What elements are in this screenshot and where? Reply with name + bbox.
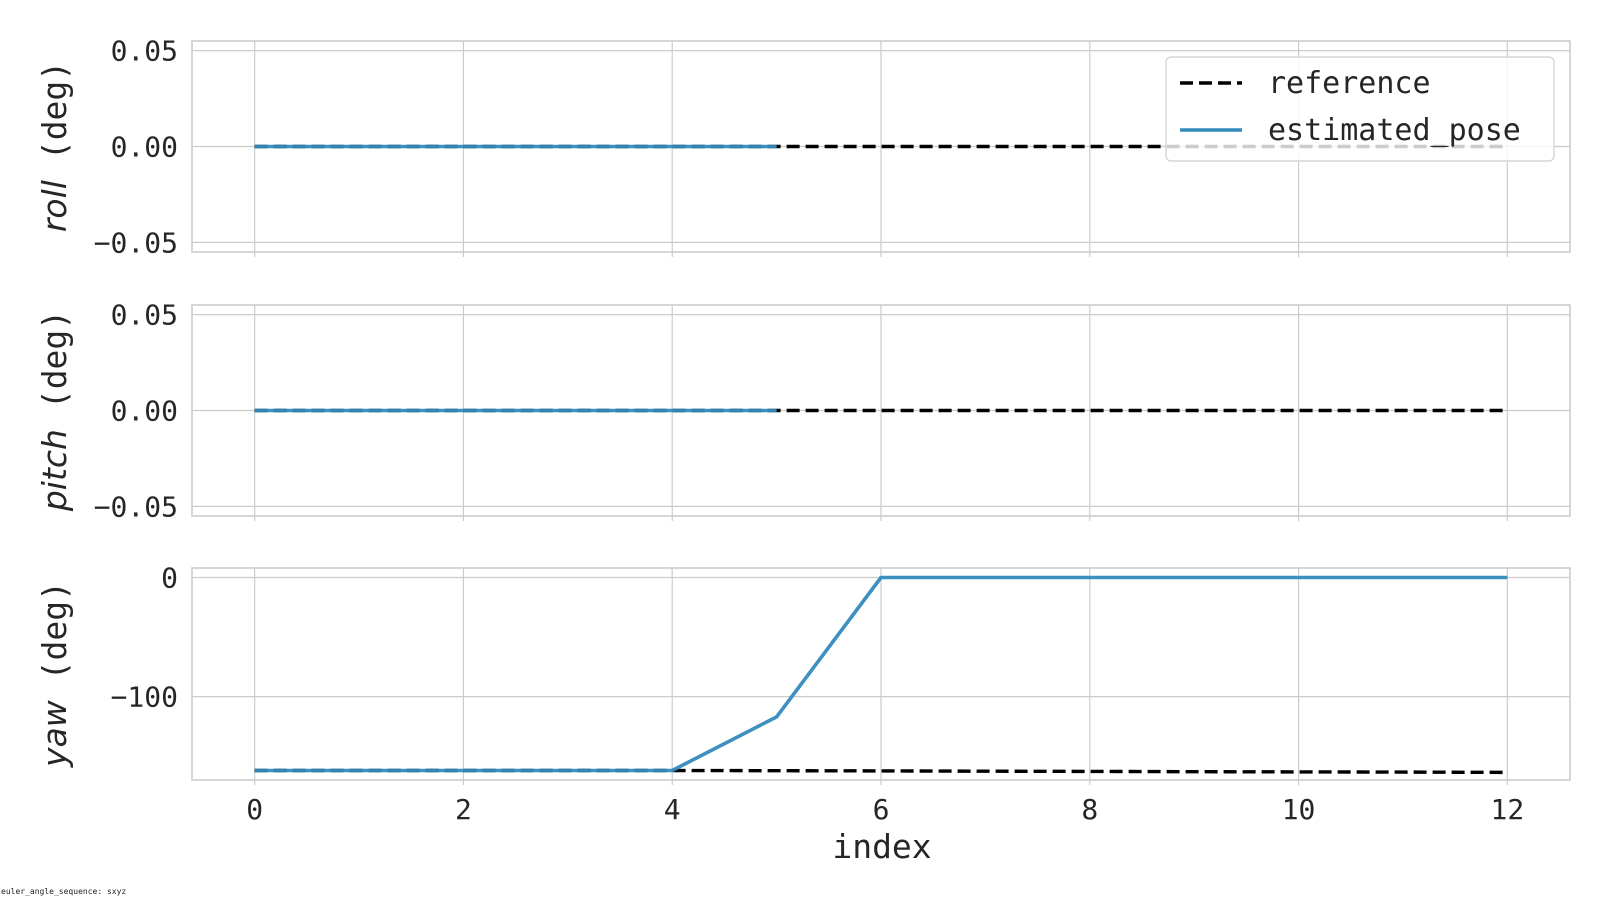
y-tick-label: 0.05: [111, 299, 178, 332]
y-axis-unit: (deg): [35, 61, 74, 180]
legend-label-estimated-pose: estimated_pose: [1268, 113, 1521, 148]
legend: reference estimated_pose: [1165, 56, 1555, 162]
x-tick-label: 2: [455, 793, 472, 826]
y-axis-name: yaw: [35, 699, 74, 768]
footer-note: euler_angle_sequence: sxyz: [1, 887, 127, 896]
x-tick-label: 4: [664, 793, 681, 826]
y-tick-label: −0.05: [94, 226, 178, 259]
x-axis-label: index: [832, 827, 931, 866]
subplot-yaw: 0 2 4 6 8 10 12 0 −100 yaw (deg): [35, 562, 1571, 826]
y-tick-label: −100: [111, 681, 178, 714]
y-axis-label: yaw (deg): [35, 581, 74, 768]
y-axis-name: pitch: [35, 429, 74, 512]
x-tick-label: 0: [246, 793, 263, 826]
y-tick-label: 0: [161, 562, 178, 595]
legend-label-reference: reference: [1268, 66, 1431, 101]
y-axis-label: roll (deg): [35, 61, 74, 232]
y-axis-name: roll: [35, 180, 74, 232]
y-tick-label: −0.05: [94, 490, 178, 523]
subplots: 0.05 0.00 −0.05 roll (deg) 0.05 0.00 −0.05 pitc…: [35, 35, 1571, 826]
y-tick-label: 0.00: [111, 395, 178, 428]
y-axis-label: pitch (deg): [35, 310, 74, 512]
x-tick-label: 6: [873, 793, 890, 826]
y-axis-unit: (deg): [35, 581, 74, 700]
y-tick-label: 0.00: [111, 131, 178, 164]
x-tick-label: 10: [1282, 793, 1316, 826]
y-axis-unit: (deg): [35, 310, 74, 429]
series-estimated-pose-line: [254, 575, 1508, 773]
y-tick-label: 0.05: [111, 35, 178, 68]
legend-box: [1165, 56, 1555, 162]
x-tick-label: 8: [1081, 793, 1098, 826]
subplot-pitch: 0.05 0.00 −0.05 pitch (deg): [35, 299, 1571, 523]
x-tick-label: 12: [1491, 793, 1525, 826]
